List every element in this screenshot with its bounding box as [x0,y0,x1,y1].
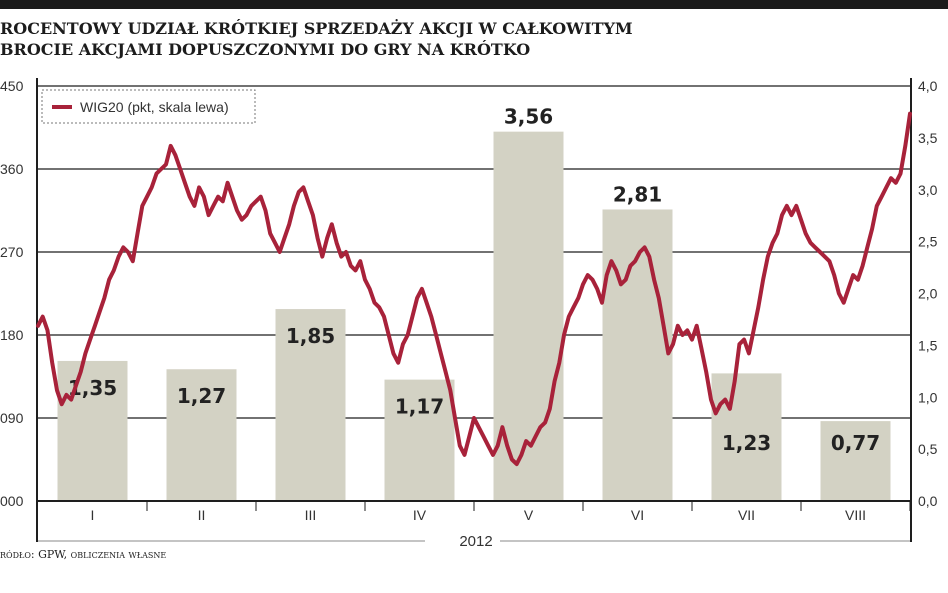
chart-title-line-2: BROCIE AKCJAMI DOPUSZCZONYMI DO GRY NA K… [0,40,531,59]
legend-box [41,89,256,124]
left-axis-tick-label: 270 [0,244,24,260]
plot-frame-left [36,78,38,542]
month-label: III [305,507,317,523]
bar [711,373,782,501]
gridlines [38,85,910,419]
chart-title-line-1: ROCENTOWY UDZIAŁ KRÓTKIEJ SPRZEDAŻY AKCJ… [0,19,633,38]
right-axis-tick-label: 2,0 [918,286,938,302]
right-axis-tick-label: 2,5 [918,234,938,250]
top-bar [0,0,948,9]
bar-value-label: 1,23 [722,431,771,455]
bar-value-label: 0,77 [831,431,880,455]
month-labels: I II III IV V VI VII VIII [91,501,911,523]
wig20-line [36,111,912,467]
plot-frame-right [910,78,912,542]
bar [820,421,891,501]
bar-value-labels: 1,35 1,271,851,173,562,811,23 0,77 [68,105,880,455]
right-axis-tick-label: 1,5 [918,337,938,353]
year-label: 2012 [459,533,492,550]
bar-value-label: 3,56 [504,105,553,129]
right-axis-tick-label: 0,0 [918,493,938,509]
legend: WIG20 (pkt, skala lewa) [41,89,256,124]
bar [57,360,128,501]
bar-value-label: 2,81 [613,182,662,206]
source-note: ródło: GPW, obliczenia własne [0,548,167,561]
right-axis-tick-label: 3,5 [918,130,938,146]
right-axis-ticks: 0,0 0,5 1,0 1,5 2,0 2,5 3,0 3,5 4,0 [918,78,938,509]
month-label: VI [631,507,644,523]
month-label: VIII [845,507,866,523]
left-axis-tick-label: 090 [0,410,24,426]
left-axis-tick-label: 180 [0,327,24,343]
month-label: VII [738,507,755,523]
chart-title: ROCENTOWY UDZIAŁ KRÓTKIEJ SPRZEDAŻY AKCJ… [0,18,948,60]
bar-value-label: 1,27 [177,384,226,408]
bar-series [57,131,891,501]
left-axis-ticks: 000 090 180 270 360 450 [0,78,24,509]
month-label: V [524,507,534,523]
month-label: I [91,507,95,523]
bar [166,369,237,501]
right-axis-tick-label: 4,0 [918,78,938,94]
right-axis-tick-label: 1,0 [918,389,938,405]
month-label: II [198,507,206,523]
left-axis-tick-label: 450 [0,78,24,94]
bar [384,379,455,501]
right-axis-tick-label: 3,0 [918,182,938,198]
legend-entry: WIG20 (pkt, skala lewa) [80,99,229,115]
bar-value-label: 1,85 [286,324,335,348]
bar [275,309,346,501]
month-label: IV [413,507,427,523]
left-axis-tick-label: 000 [0,493,24,509]
left-axis-tick-label: 360 [0,161,24,177]
right-axis-tick-label: 0,5 [918,441,938,457]
bar-value-label: 1,17 [395,395,444,419]
